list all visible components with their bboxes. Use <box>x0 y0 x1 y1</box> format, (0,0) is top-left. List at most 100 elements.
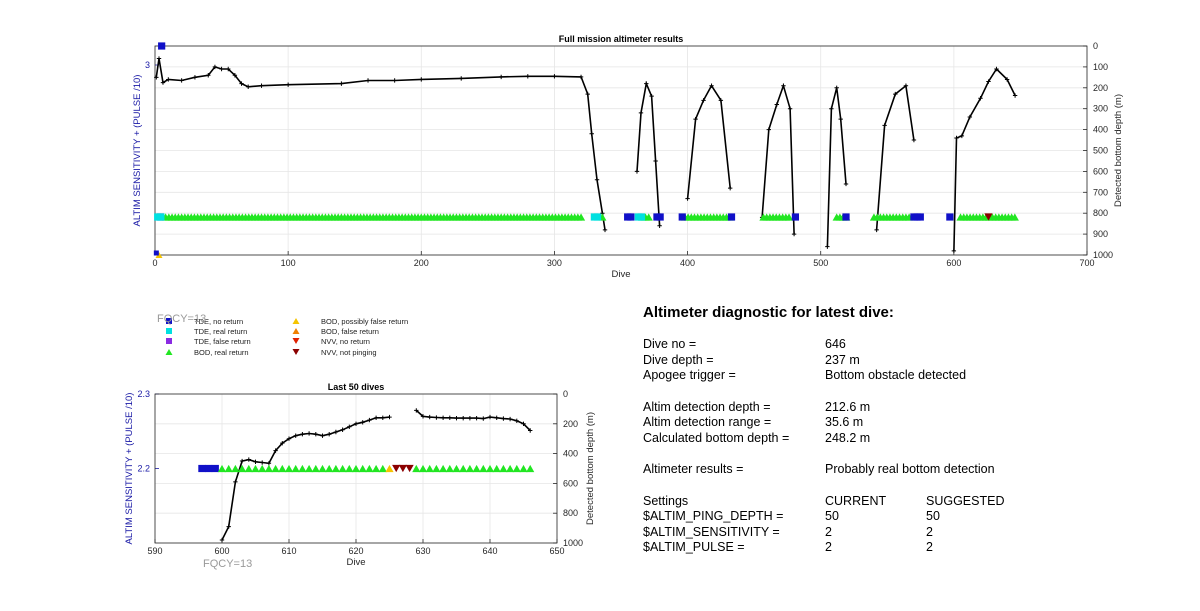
chart2-marker <box>351 464 361 473</box>
chart2-marker <box>445 464 454 473</box>
chart1-depth-line-point <box>589 131 594 136</box>
legend-label-tde-no-return: TDE, no return <box>194 317 243 326</box>
chart2-x-tick-label: 650 <box>549 546 564 556</box>
chart2-marker <box>244 464 253 473</box>
chart2-depth-segment-point <box>494 415 499 421</box>
chart1-depth-segment-point <box>834 85 839 90</box>
chart1-marker <box>784 213 794 221</box>
chart2-depth-line-point <box>246 457 251 462</box>
chart2-marker <box>439 464 448 473</box>
sensitivity-suggested: 2 <box>926 524 933 539</box>
legend-label-nvv-not-pinging: NVV, not pinging <box>321 348 377 357</box>
chart1-depth-segment-point <box>959 133 965 139</box>
chart1-depth-segment-point <box>986 79 991 84</box>
chart2-y2-tick-label: 400 <box>563 449 578 459</box>
legend-marker-tde-no-return <box>166 318 172 324</box>
chart2-marker <box>318 464 327 473</box>
chart1-depth-segment-point <box>634 169 640 174</box>
chart1-depth-segment-point <box>1004 77 1010 82</box>
chart2-depth-line-point <box>313 432 318 437</box>
chart2-y2-tick-label: 200 <box>563 419 578 429</box>
chart2-y2-tick-label: 600 <box>563 478 578 488</box>
chart2-marker <box>224 464 233 473</box>
chart2-depth-segment-point <box>454 415 459 421</box>
legend-marker-tde-false-return <box>166 338 172 344</box>
chart1-y2-tick-label: 600 <box>1093 166 1108 176</box>
chart1-marker <box>842 213 850 221</box>
chart1-x-tick-label: 400 <box>680 258 695 268</box>
chart2-depth-segment-point <box>528 428 533 433</box>
chart2-marker <box>284 464 294 473</box>
chart2-depth-line-point <box>266 461 272 466</box>
chart2-marker <box>365 464 374 473</box>
chart1-depth-line-point <box>594 177 600 182</box>
chart1-depth-line-point <box>212 64 218 70</box>
chart2-y2-tick-label: 0 <box>563 389 568 399</box>
chart1-y2-tick-label: 500 <box>1093 146 1108 156</box>
legend-marker-bod-false-return <box>292 328 300 334</box>
chart2-y2-label: Detected bottom depth (m) <box>585 412 596 525</box>
chart2-marker <box>405 464 414 473</box>
chart1-y-tick-label: 3 <box>145 60 150 70</box>
chart1-depth-line-point <box>498 74 504 80</box>
chart1-marker <box>791 213 800 221</box>
chart2-marker <box>305 464 314 473</box>
chart1-depth-line-point <box>206 73 211 78</box>
chart1-depth-line-point <box>585 91 590 97</box>
chart2-marker <box>358 464 367 473</box>
dive-depth-label: Dive depth = <box>643 352 714 367</box>
chart1-marker <box>727 213 736 221</box>
chart2-depth-line-point <box>273 448 278 453</box>
chart1-marker <box>157 213 165 221</box>
chart2-y-label: ALTIM SENSITIVITY + (PULSE /10) <box>124 393 135 545</box>
chart2-marker <box>372 464 381 473</box>
sensitivity-label: $ALTIM_SENSITIVITY = <box>643 524 780 539</box>
chart1-depth-line-point <box>179 78 184 83</box>
chart2-depth-line-point <box>226 524 231 529</box>
legend-marker-bod-possibly-false <box>292 318 300 324</box>
chart2-depth-line-point <box>333 429 339 435</box>
chart1-depth-line-point <box>246 84 251 89</box>
chart2-marker <box>278 464 287 473</box>
chart1-x-tick-label: 500 <box>813 258 828 268</box>
legend-marker-tde-real-return <box>166 328 172 334</box>
chart1-depth-line-point <box>219 66 224 72</box>
chart1-depth-segment-point <box>685 196 690 201</box>
chart1-depth-line-point <box>285 82 291 87</box>
chart1-x-tick-label: 100 <box>281 258 296 268</box>
chart1-depth-segment <box>636 80 661 226</box>
chart2-depth-segment-point <box>420 414 426 419</box>
chart1-depth-line-point <box>552 74 557 79</box>
chart2-depth-segment-point <box>440 415 446 421</box>
chart1-marker <box>644 213 653 221</box>
chart2-x-tick-label: 610 <box>281 546 296 556</box>
chart1-marker-corner <box>155 252 163 258</box>
chart2-marker <box>398 464 407 473</box>
chart2-depth-segment-point <box>447 415 452 421</box>
chart1-marker <box>627 213 635 221</box>
pulse-current: 2 <box>825 540 832 554</box>
chart2-depth-segment-point <box>427 414 432 420</box>
chart1-depth-segment-point <box>951 248 957 254</box>
chart1-y2-tick-label: 1000 <box>1093 250 1113 260</box>
chart1-marker <box>593 213 602 221</box>
chart2-depth-segment-point <box>487 414 493 420</box>
chart2-marker <box>198 464 206 473</box>
chart2-depth-line-point <box>300 432 305 437</box>
chart1-marker <box>678 213 686 221</box>
chart1-depth-segment-point <box>1012 93 1018 98</box>
chart1-depth-line-point <box>525 74 530 79</box>
chart2-x-tick-label: 630 <box>415 546 430 556</box>
chart1-y2-tick-label: 0 <box>1093 41 1098 51</box>
chart1-depth-segment-point <box>843 181 849 187</box>
chart1-depth-segment-point <box>874 227 879 233</box>
chart1-depth-segment-point <box>911 137 917 143</box>
chart2-y2-tick-label: 800 <box>563 508 578 518</box>
chart2-x-tick-label: 640 <box>482 546 497 556</box>
calculated-depth-value: 248.2 m <box>825 430 871 445</box>
chart1-depth-segment-point <box>825 244 830 249</box>
legend-marker-nvv-not-pinging <box>292 349 300 355</box>
chart2-marker <box>264 464 273 473</box>
chart2-depth-line-point <box>293 433 298 438</box>
chart1-x-tick-label: 300 <box>547 258 562 268</box>
